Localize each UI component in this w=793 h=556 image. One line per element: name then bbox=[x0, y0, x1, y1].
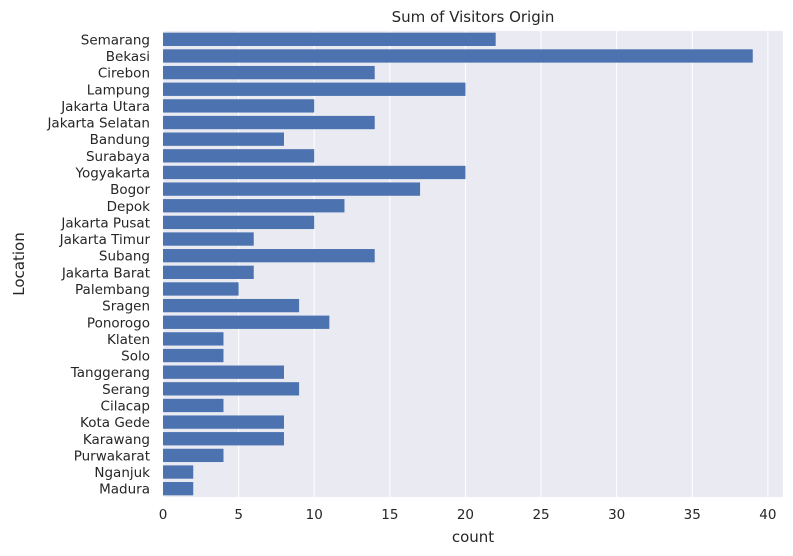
y-tick-label: Klaten bbox=[107, 332, 150, 348]
y-tick-label: Subang bbox=[99, 249, 150, 265]
bar-semarang bbox=[163, 32, 496, 46]
bar-cirebon bbox=[163, 65, 375, 80]
x-tick-label: 10 bbox=[306, 507, 323, 523]
bars bbox=[163, 32, 753, 496]
x-tick-label: 0 bbox=[159, 507, 168, 523]
x-tick-label: 40 bbox=[759, 507, 776, 523]
bar-jakarta-barat bbox=[163, 265, 254, 279]
y-tick-label: Madura bbox=[99, 482, 150, 498]
bar-solo bbox=[163, 348, 224, 363]
y-tick-label: Depok bbox=[107, 199, 151, 215]
x-tick-label: 5 bbox=[234, 507, 243, 523]
y-tick-label: Bogor bbox=[110, 182, 150, 198]
x-tick-label: 20 bbox=[457, 507, 474, 523]
bar-bogor bbox=[163, 182, 421, 196]
y-tick-label: Jakarta Utara bbox=[60, 99, 150, 115]
y-tick-label: Surabaya bbox=[86, 149, 150, 165]
bar-jakarta-timur bbox=[163, 232, 254, 246]
bar-lampung bbox=[163, 82, 466, 96]
bar-bandung bbox=[163, 132, 284, 146]
y-tick-label: Cilacap bbox=[101, 398, 150, 414]
x-tick-labels: 0 5 10 15 20 25 30 35 40 bbox=[159, 507, 777, 523]
bar-kota-gede bbox=[163, 415, 284, 429]
y-tick-label: Karawang bbox=[83, 432, 150, 448]
y-tick-label: Tanggerang bbox=[70, 365, 150, 381]
y-tick-label: Lampung bbox=[87, 82, 150, 98]
y-tick-label: Jakarta Selatan bbox=[46, 116, 150, 132]
x-tick-label: 25 bbox=[532, 507, 549, 523]
bar-jakarta-selatan bbox=[163, 115, 375, 130]
bar-yogyakarta bbox=[163, 165, 466, 180]
bar-serang bbox=[163, 382, 300, 396]
bar-bekasi bbox=[163, 49, 753, 63]
bar-sragen bbox=[163, 298, 300, 313]
y-tick-label: Jakarta Timur bbox=[59, 232, 151, 248]
x-tick-label: 30 bbox=[608, 507, 625, 523]
y-tick-label: Ponorogo bbox=[87, 315, 150, 331]
bar-depok bbox=[163, 199, 345, 213]
bar-madura bbox=[163, 482, 194, 496]
bar-tanggerang bbox=[163, 365, 284, 379]
chart-title: Sum of Visitors Origin bbox=[392, 8, 555, 26]
y-tick-label: Cirebon bbox=[98, 66, 150, 82]
bar-purwakarat bbox=[163, 448, 224, 463]
bar-karawang bbox=[163, 432, 284, 446]
bar-subang bbox=[163, 249, 375, 263]
bar-palembang bbox=[163, 282, 239, 296]
bar-cilacap bbox=[163, 398, 224, 413]
bar-surabaya bbox=[163, 149, 315, 163]
bar-klaten bbox=[163, 332, 224, 346]
bar-nganjuk bbox=[163, 465, 194, 479]
bar-jakarta-utara bbox=[163, 99, 315, 113]
y-tick-label: Semarang bbox=[81, 32, 150, 48]
y-tick-label: Palembang bbox=[75, 282, 150, 298]
y-tick-label: Bekasi bbox=[106, 49, 150, 65]
bar-ponorogo bbox=[163, 315, 330, 329]
y-tick-label: Bandung bbox=[90, 132, 150, 148]
bar-jakarta-pusat bbox=[163, 215, 315, 230]
y-tick-label: Kota Gede bbox=[80, 415, 150, 431]
y-tick-label: Nganjuk bbox=[94, 465, 150, 481]
y-axis-label: Location bbox=[10, 232, 28, 295]
x-tick-label: 35 bbox=[684, 507, 701, 523]
y-tick-label: Sragen bbox=[102, 299, 150, 315]
y-tick-label: Purwakarat bbox=[74, 448, 150, 464]
y-tick-label: Jakarta Barat bbox=[61, 265, 150, 281]
y-tick-label: Yogyakarta bbox=[74, 165, 150, 181]
y-tick-label: Solo bbox=[121, 349, 150, 365]
x-axis-label: count bbox=[452, 528, 494, 546]
x-tick-label: 15 bbox=[381, 507, 398, 523]
y-tick-label: Jakarta Pusat bbox=[60, 215, 150, 231]
y-tick-label: Serang bbox=[102, 382, 150, 398]
